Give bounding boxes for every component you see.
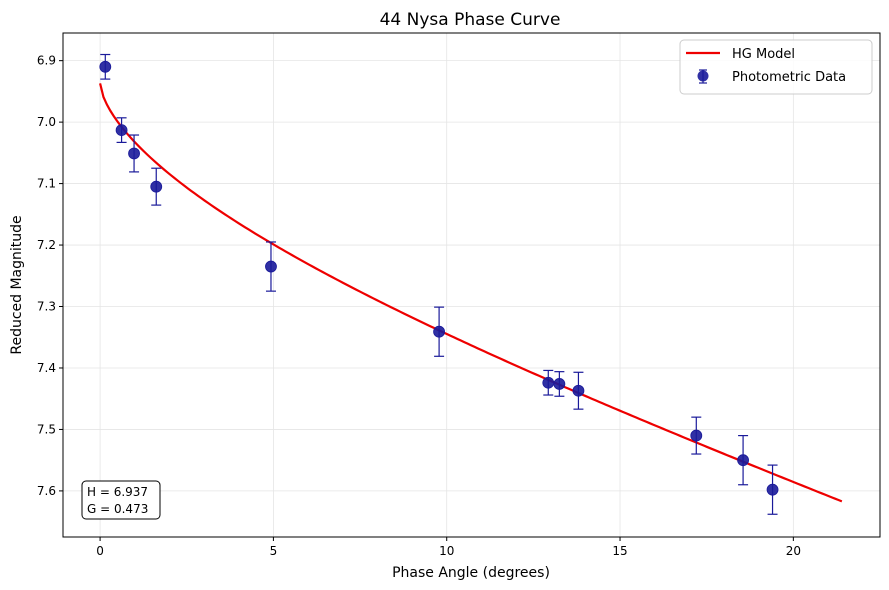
x-tick-label: 10 [439,544,454,558]
legend: HG Model Photometric Data [679,39,873,95]
x-tick-label: 0 [96,544,104,558]
x-tick-label: 5 [270,544,278,558]
model-layer [99,83,843,503]
x-tick-label: 20 [786,544,801,558]
fit-parameters-frame [81,480,161,520]
data-point [115,124,128,137]
y-axis: 6.9 7.0 7.1 7.2 7.3 7.4 7.5 7.6 [37,54,63,498]
data-point [766,483,779,496]
y-tick-label: 7.1 [37,177,56,191]
data-point [690,429,703,442]
legend-marker [697,70,709,82]
data-point [433,325,445,338]
data-point [99,60,112,73]
grid [63,33,880,537]
data-point [265,260,277,273]
data-point [542,376,555,389]
hg-model-line [99,83,843,503]
y-tick-label: 7.4 [37,361,56,375]
data-point [553,378,566,390]
data-point [737,454,749,467]
fit-parameter-g: G = 0.473 [87,502,148,516]
plot-frame [62,32,881,538]
x-axis: 0 5 10 15 20 [96,537,801,558]
fit-parameter-h: H = 6.937 [87,485,148,499]
x-axis-title: Phase Angle (degrees) [392,565,550,581]
data-layer [99,53,779,515]
y-tick-label: 7.6 [37,484,56,498]
y-tick-label: 7.2 [37,238,56,252]
legend-label-model: HG Model [732,47,795,62]
legend-label-data: Photometric Data [732,70,846,85]
fit-parameters-box: H = 6.937 G = 0.473 [81,480,161,520]
x-tick-label: 15 [612,544,627,558]
y-tick-label: 7.0 [37,115,56,129]
y-tick-label: 7.5 [37,422,56,436]
y-tick-label: 6.9 [37,54,56,68]
data-point [128,147,140,160]
legend-box [679,39,873,95]
chart-title: 44 Nysa Phase Curve [380,10,561,30]
y-axis-title: Reduced Magnitude [9,215,25,354]
y-tick-label: 7.3 [37,300,56,314]
data-point [572,384,585,397]
data-point [150,180,163,193]
